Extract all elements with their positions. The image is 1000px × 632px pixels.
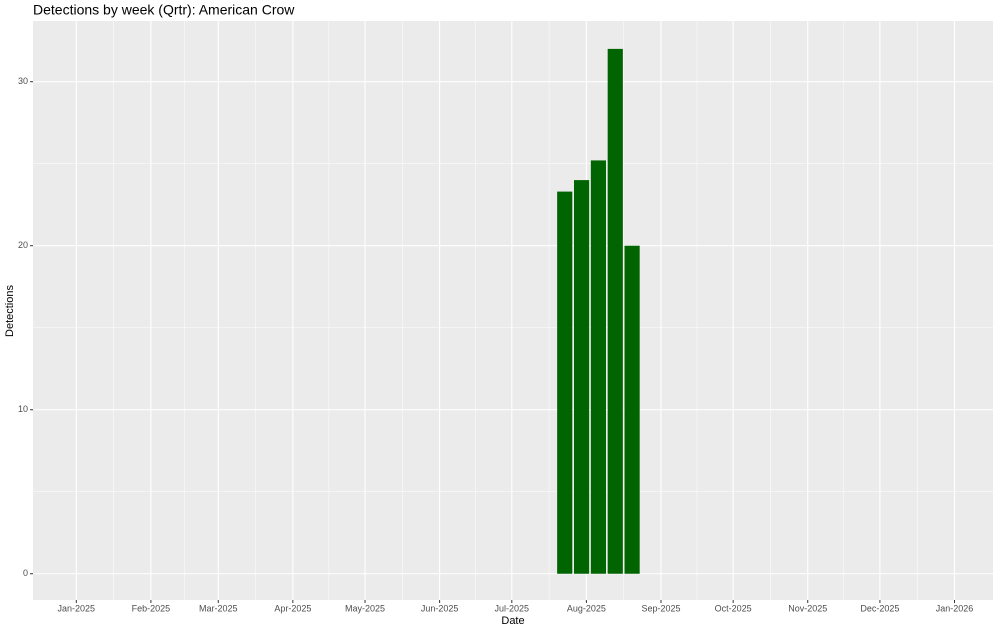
y-tick-label: 30	[18, 76, 28, 86]
x-tick-label: Oct-2025	[715, 603, 752, 613]
y-tick-label: 10	[18, 404, 28, 414]
bar	[573, 180, 590, 574]
x-tick-label: Jun-2025	[421, 603, 459, 613]
x-tick-label: Nov-2025	[788, 603, 827, 613]
x-tick-label: Mar-2025	[199, 603, 238, 613]
x-tick-label: Dec-2025	[860, 603, 899, 613]
x-tick-label: Jul-2025	[495, 603, 530, 613]
x-tick-label: Sep-2025	[641, 603, 680, 613]
x-tick-label: Jan-2025	[58, 603, 96, 613]
grid	[33, 21, 993, 600]
bars	[557, 48, 640, 574]
y-tick-label: 0	[23, 568, 28, 578]
chart-title: Detections by week (Qrtr): American Crow	[33, 2, 295, 18]
y-axis-label: Detections	[4, 285, 16, 337]
bar	[557, 191, 573, 574]
x-tick-label: Jan-2026	[936, 603, 974, 613]
bar	[607, 48, 623, 574]
x-tick-label: Feb-2025	[132, 603, 171, 613]
y-tick-label: 20	[18, 240, 28, 250]
x-tick-label: Apr-2025	[274, 603, 311, 613]
x-axis-label: Date	[501, 615, 524, 627]
bar	[624, 245, 640, 574]
bar	[590, 160, 606, 574]
x-tick-label: Aug-2025	[567, 603, 606, 613]
x-tick-label: May-2025	[345, 603, 385, 613]
plot-panel	[33, 21, 993, 600]
